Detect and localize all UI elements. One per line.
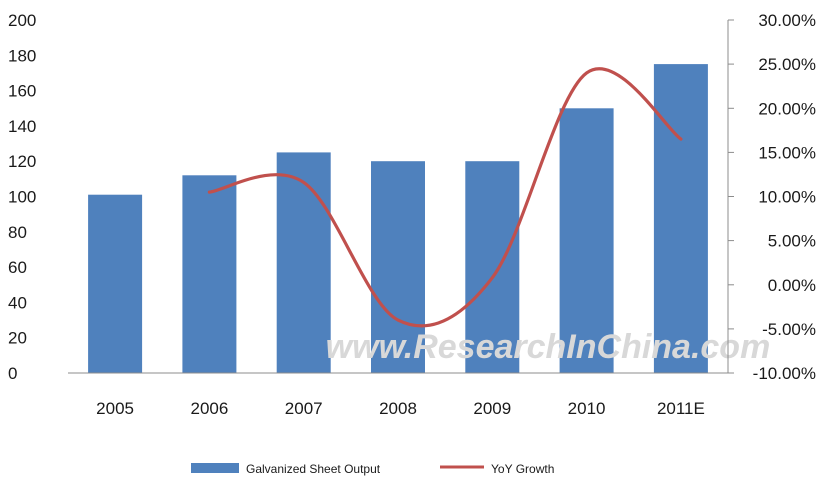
legend-label-output: Galvanized Sheet Output [246, 462, 381, 476]
x-tick-label: 2005 [96, 399, 134, 418]
x-tick-label: 2009 [473, 399, 511, 418]
y-left-tick-label: 160 [8, 82, 36, 101]
y-right-tick-label: -10.00% [753, 364, 816, 383]
x-tick-label: 2006 [190, 399, 228, 418]
axes-layer: 0 20 40 60 80 100 120 140 160 180 200 -10.00% -5.00%… [8, 11, 816, 418]
y-left-tick-label: 180 [8, 46, 36, 65]
y-left-tick-label: 100 [8, 188, 36, 207]
y-right-tick-label: 10.00% [758, 188, 816, 207]
bar-2005 [88, 194, 143, 373]
bar-2008 [371, 161, 425, 373]
x-tick-label: 2011E [657, 399, 705, 418]
legend-swatch-output [191, 463, 239, 473]
legend-label-growth: YoY Growth [491, 462, 554, 476]
y-left-tick-label: 200 [8, 11, 36, 30]
y-right-tick-label: 20.00% [758, 99, 816, 118]
x-tick-label: 2010 [568, 399, 606, 418]
bar-2006 [182, 175, 237, 373]
legend: Galvanized Sheet Output YoY Growth [191, 462, 554, 476]
y-left-tick-label: 40 [8, 293, 27, 312]
y-left-tick-label: 0 [8, 364, 17, 383]
y-left-tick-label: 80 [8, 223, 27, 242]
line-layer [207, 67, 683, 328]
y-left-tick-label: 20 [8, 329, 27, 348]
x-tick-label: 2008 [379, 399, 417, 418]
y-right-tick-label: 5.00% [768, 232, 816, 251]
y-left-tick-label: 140 [8, 117, 36, 136]
x-tick-label: 2007 [285, 399, 323, 418]
y-right-tick-label: -5.00% [762, 320, 816, 339]
bar-2010 [559, 108, 614, 374]
bar-2007 [276, 152, 331, 373]
bar-2009 [465, 161, 520, 373]
y-right-tick-label: 15.00% [758, 143, 816, 162]
bars-layer [88, 64, 708, 374]
y-right-tick-label: 25.00% [758, 55, 816, 74]
watermark-text: www.ResearchInChina.com [326, 328, 771, 366]
y-right-tick-label: 30.00% [758, 11, 816, 30]
bar-2011E [653, 64, 708, 373]
growth-line [207, 67, 683, 328]
y-right-tick-label: 0.00% [768, 276, 816, 295]
y-left-tick-label: 60 [8, 258, 27, 277]
y-left-tick-label: 120 [8, 152, 36, 171]
